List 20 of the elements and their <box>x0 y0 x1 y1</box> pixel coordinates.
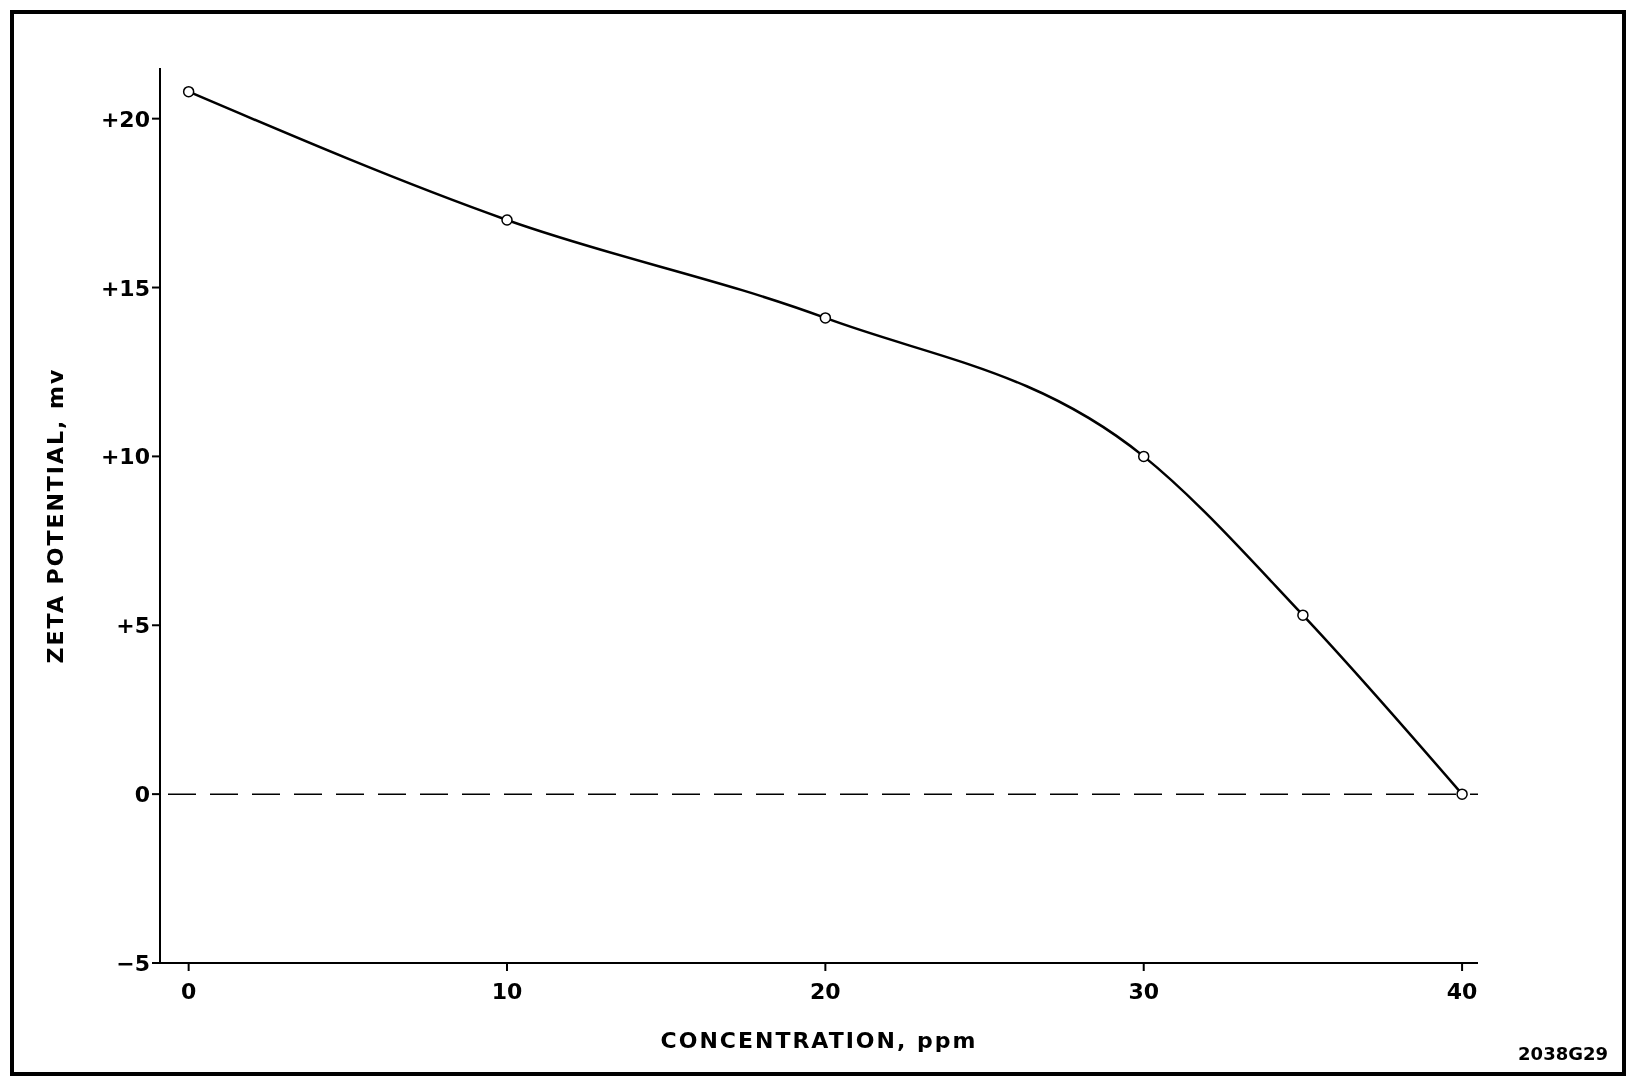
y-tick-label: +10 <box>100 444 150 470</box>
y-tick-label: +15 <box>100 275 150 301</box>
point <box>182 85 195 98</box>
y-axis-title: ZETA POTENTIAL, mv <box>43 367 68 664</box>
y-tick-label: −5 <box>116 951 150 976</box>
x-tick-label: 0 <box>181 979 197 1004</box>
x-tick-label: 40 <box>1446 979 1478 1004</box>
x-tick-label: 10 <box>491 979 523 1004</box>
x-tick-label: 20 <box>810 979 841 1004</box>
point <box>1137 450 1150 463</box>
point <box>1456 788 1468 800</box>
x-tick-label: 30 <box>1128 979 1160 1004</box>
point <box>1297 609 1309 621</box>
y-tick-label: +5 <box>116 613 150 639</box>
point <box>501 214 513 226</box>
y-tick-label: 0 <box>134 782 150 808</box>
point <box>819 312 832 324</box>
x-axis-title: CONCENTRATION, ppm <box>660 1028 978 1053</box>
y-tick-label: +20 <box>100 106 150 132</box>
text: 2038G29 <box>1518 1043 1608 1064</box>
